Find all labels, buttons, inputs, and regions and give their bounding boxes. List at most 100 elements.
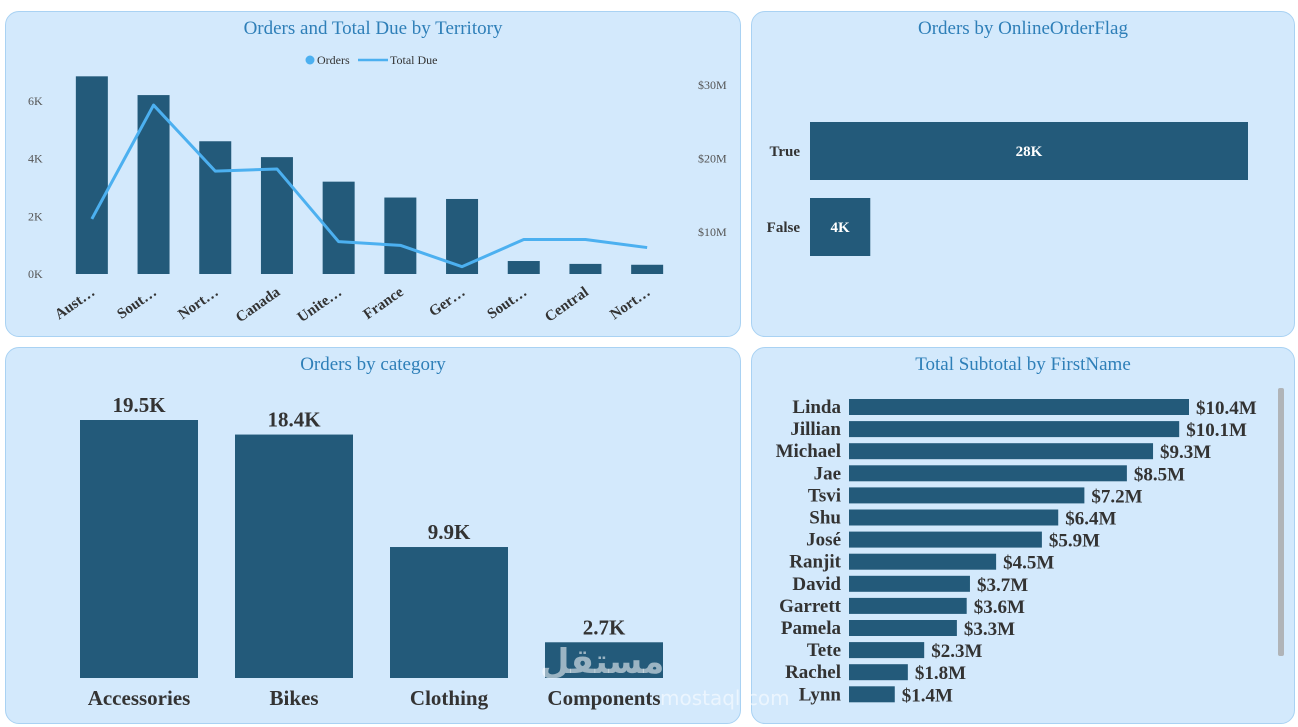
x-tick-label: Aust… [52, 284, 98, 323]
data-label: $1.4M [902, 685, 953, 706]
online-panel: Orders by OnlineOrderFlag True 28K False 4K [751, 11, 1295, 337]
y-right-tick-label: $30M [698, 78, 727, 92]
data-label: $9.3M [1160, 442, 1211, 463]
y-left-tick-label: 4K [28, 152, 43, 166]
category-label: Linda [792, 397, 841, 418]
orders-bar [199, 141, 232, 274]
data-label: 19.5K [112, 393, 166, 417]
category-label: Tsvi [808, 485, 841, 506]
orders-bar [507, 261, 540, 274]
data-label: 28K [1016, 144, 1043, 160]
data-label: $4.5M [1003, 553, 1054, 574]
category-chart: 19.5K Accessories 18.4K Bikes 9.9K Clothing 2.… [80, 393, 663, 710]
firstname-chart-title: Total Subtotal by FirstName [915, 354, 1131, 375]
subtotal-bar [849, 399, 1189, 415]
firstname-scrollbar[interactable] [1278, 388, 1284, 656]
category-label: Tete [807, 640, 841, 661]
category-label: José [806, 530, 841, 551]
data-label: 9.9K [428, 520, 471, 544]
data-label: 2.7K [583, 615, 626, 639]
x-tick-label: Nort… [176, 284, 222, 323]
data-label: $10.1M [1186, 420, 1247, 441]
data-label: $3.7M [977, 575, 1028, 596]
watermark-logo: مستقل [540, 642, 665, 682]
x-tick-label: Components [547, 686, 660, 710]
x-tick-label: Central [542, 284, 591, 325]
category-bar [235, 434, 353, 678]
orders-bar [569, 263, 602, 274]
orders-bar [260, 157, 293, 274]
data-label: 4K [831, 220, 851, 236]
category-label: Lynn [799, 684, 842, 705]
y-right-tick-label: $20M [698, 152, 727, 166]
data-label: $3.3M [964, 619, 1015, 640]
orders-bar [75, 76, 108, 274]
x-tick-label: Accessories [88, 686, 191, 710]
subtotal-bar [849, 465, 1127, 482]
x-tick-label: Sout… [485, 284, 530, 322]
orders-bar [137, 95, 170, 274]
category-label: Jillian [790, 419, 841, 440]
y-left-tick-label: 2K [28, 209, 43, 223]
category-label: Shu [809, 508, 841, 529]
category-label: David [792, 574, 841, 595]
x-tick-label: Sout… [114, 284, 159, 322]
category-panel: Orders by category 19.5K Accessories 18.4K… [5, 347, 741, 724]
x-tick-label: Bikes [269, 686, 318, 710]
x-tick-label: France [361, 284, 407, 323]
subtotal-bar [849, 686, 895, 703]
orders-bar [631, 264, 664, 274]
online-bar [810, 122, 1248, 180]
subtotal-bar [849, 509, 1059, 526]
data-label: $5.9M [1049, 531, 1100, 552]
data-label: $8.5M [1134, 464, 1185, 485]
x-tick-label: Unite… [295, 284, 345, 326]
data-label: $10.4M [1196, 398, 1257, 419]
subtotal-bar [849, 664, 908, 681]
x-tick-label: Ger… [426, 284, 468, 320]
x-tick-label: Nort… [607, 284, 653, 323]
y-left-tick-label: 0K [28, 267, 43, 281]
category-label: Garrett [779, 596, 842, 617]
data-label: $2.3M [931, 641, 982, 662]
category-bar [390, 547, 508, 678]
category-bar [80, 420, 198, 678]
category-chart-title: Orders by category [300, 354, 446, 375]
category-label: True [769, 144, 800, 160]
category-label: Jae [814, 463, 841, 484]
y-right-tick-label: $10M [698, 225, 727, 239]
x-tick-label: Canada [233, 284, 284, 326]
watermark-url: mostaql.com [660, 686, 790, 710]
legend-orders-label: Orders [317, 53, 350, 67]
legend-totaldue-label: Total Due [390, 53, 437, 67]
online-bar [810, 198, 871, 256]
subtotal-bar [849, 531, 1042, 548]
subtotal-bar [849, 443, 1154, 460]
category-bar [545, 642, 663, 678]
subtotal-bar [849, 642, 925, 659]
data-label: $7.2M [1091, 486, 1142, 507]
online-chart-title: Orders by OnlineOrderFlag [917, 18, 1128, 39]
totaldue-line [90, 103, 648, 269]
data-label: 18.4K [267, 408, 321, 432]
subtotal-bar [849, 487, 1085, 504]
y-left-tick-label: 6K [28, 94, 43, 108]
territory-panel: Orders and Total Due by Territory Orders… [5, 11, 741, 337]
subtotal-bar [849, 575, 970, 592]
category-label: Rachel [785, 662, 841, 683]
subtotal-bar [849, 597, 967, 614]
data-label: $6.4M [1065, 509, 1116, 530]
firstname-chart: Linda $10.4M Jillian $10.1M Michael $9.3M Jae $… [776, 397, 1257, 706]
subtotal-bar [849, 421, 1180, 438]
subtotal-bar [849, 553, 997, 570]
category-label: False [767, 220, 801, 236]
territory-chart: Orders Total Due 0K 2K 4K 6K $10M $20M $30M Aust…… [28, 53, 727, 326]
orders-bar [384, 197, 417, 274]
legend-orders-marker [305, 55, 315, 65]
x-tick-label: Clothing [410, 686, 489, 710]
category-label: Pamela [781, 618, 842, 639]
online-chart: True 28K False 4K [767, 122, 1248, 256]
category-label: Michael [776, 441, 841, 462]
category-label: Ranjit [789, 552, 841, 573]
firstname-panel: Total Subtotal by FirstName Linda $10.4M J… [751, 347, 1295, 724]
